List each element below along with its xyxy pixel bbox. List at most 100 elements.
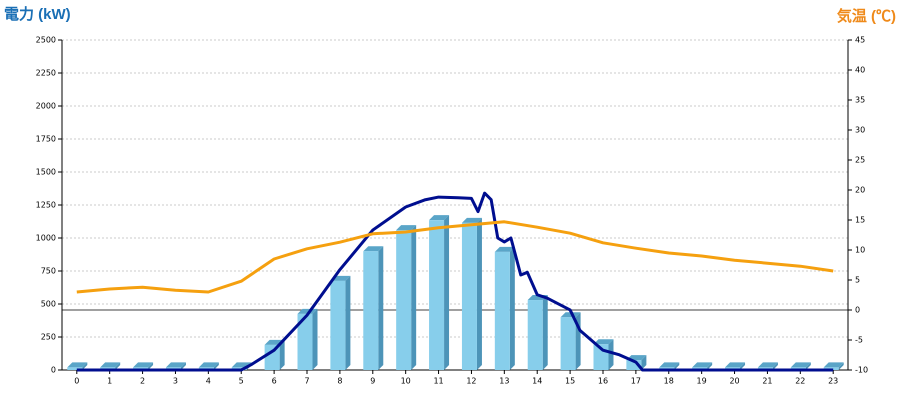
bar-top [757,362,778,368]
bar-side [82,362,88,370]
bar-side [148,362,154,370]
bar-side [115,362,121,370]
bar-side [707,362,713,370]
x-tick-label: 14 [532,377,542,386]
bar-top [790,362,811,368]
bar-side [312,308,318,370]
y2-axis-title: 気温 (℃) [837,7,896,25]
bar-top [165,362,186,368]
bar-side [608,339,614,370]
bar-side [641,355,647,370]
y2-tick-label: 45 [855,36,865,45]
bar-top [133,362,154,368]
x-tick-label: 10 [401,377,411,386]
bar-top [560,312,581,318]
x-tick-label: 22 [795,377,805,386]
x-tick-label: 6 [272,377,277,386]
bar [626,360,642,370]
y-tick-label: 1000 [36,234,56,243]
bar-side [345,275,351,370]
y-tick-label: 2000 [36,102,56,111]
bar [297,313,313,370]
bar-top [725,362,746,368]
temperature-line [76,220,834,294]
bar [396,230,412,370]
y-axis-title: 電力 (kW) [4,5,71,23]
bar [560,317,576,370]
bar-top [363,246,384,252]
power-line [76,191,834,372]
y2-tick-label: -10 [855,366,868,375]
bar-side [213,362,219,370]
x-tick-label: 15 [565,377,575,386]
x-tick-label: 3 [173,377,178,386]
y-tick-label: 1250 [36,201,56,210]
x-tick-label: 1 [107,377,112,386]
bar-top [67,362,88,368]
y-tick-label: 250 [41,333,56,342]
bar-side [279,339,285,370]
x-tick-label: 23 [828,377,838,386]
bar-side [740,362,746,370]
x-tick-label: 21 [762,377,772,386]
x-tick-label: 18 [664,377,674,386]
y2-tick-label: 35 [855,96,865,105]
bar-top [429,215,450,221]
y-tick-label: 1500 [36,168,56,177]
y2-tick-label: 30 [855,126,865,135]
bar [461,222,477,370]
bar-top [692,362,713,368]
y2-tick-label: 0 [855,306,860,315]
y2-tick-label: 20 [855,186,865,195]
x-tick-label: 4 [206,377,211,386]
y-tick-label: 0 [51,366,56,375]
y-tick-label: 500 [41,300,56,309]
y2-tick-label: 5 [855,276,860,285]
bar [67,367,83,370]
bar-side [509,246,515,370]
bar-top [198,362,219,368]
bar [429,220,445,370]
bar [363,251,379,370]
bar-side [411,225,417,370]
x-tick-label: 7 [304,377,309,386]
bar [330,280,346,370]
y-tick-label: 750 [41,267,56,276]
bar-side [378,246,384,370]
bar-top [100,362,121,368]
x-tick-label: 19 [697,377,707,386]
bar-side [180,362,186,370]
x-tick-label: 13 [499,377,509,386]
bar-top [593,339,614,345]
bar-top [461,217,482,223]
y2-tick-label: 15 [855,216,865,225]
bar-top [659,362,680,368]
x-tick-label: 20 [729,377,739,386]
x-tick-label: 11 [433,377,443,386]
y2-tick-label: -5 [855,336,863,345]
bar-side [674,362,680,370]
x-tick-label: 9 [370,377,375,386]
bar-top [396,225,417,231]
x-tick-label: 0 [74,377,79,386]
bar-side [542,295,548,370]
x-tick-label: 17 [631,377,641,386]
bar [494,251,510,370]
bar-top [823,362,844,368]
bar [527,300,543,370]
bar-side [444,215,450,370]
bar-side [838,362,844,370]
x-tick-label: 8 [337,377,342,386]
y2-tick-label: 10 [855,246,865,255]
x-tick-label: 5 [239,377,244,386]
bar-side [805,362,811,370]
bar-side [476,217,482,370]
y-tick-label: 1750 [36,135,56,144]
x-tick-label: 2 [140,377,145,386]
bar [264,344,280,370]
bar-side [772,362,778,370]
y2-tick-label: 25 [855,156,865,165]
y-tick-label: 2500 [36,36,56,45]
y2-tick-label: 40 [855,66,865,75]
